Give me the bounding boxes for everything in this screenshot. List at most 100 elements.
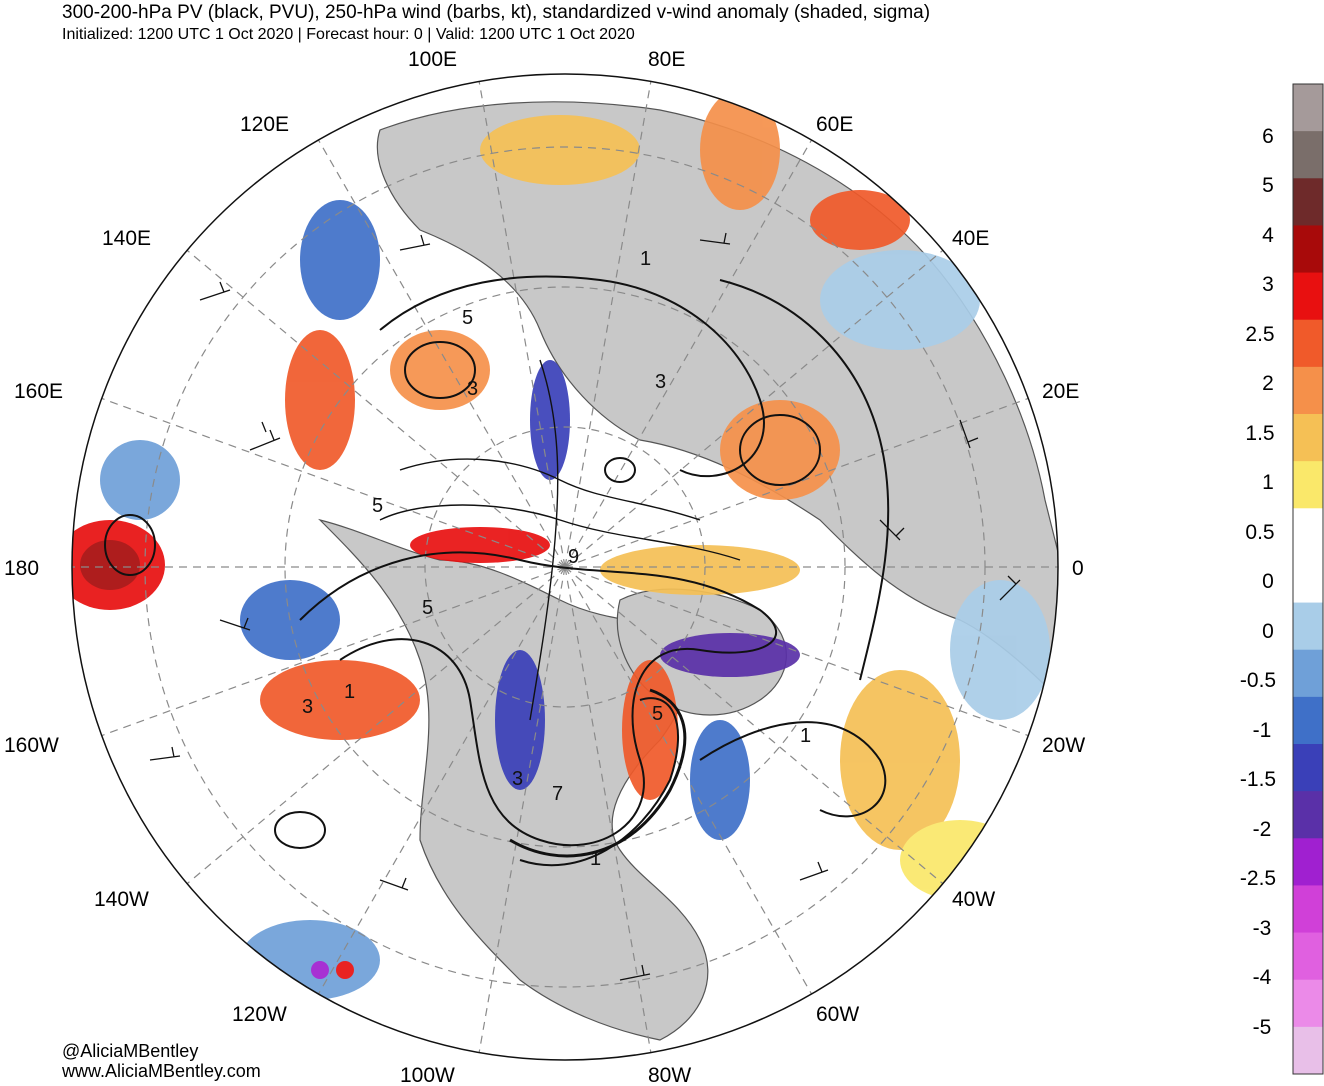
pv-contour <box>529 359 559 721</box>
pv-contour <box>404 341 476 399</box>
colorbar-label: 1 <box>1262 471 1274 494</box>
colorbar-swatch <box>1293 319 1323 368</box>
lon-label-20w: 20W <box>1042 734 1085 757</box>
wind-barb <box>219 617 251 631</box>
wind-barb <box>399 234 431 251</box>
lon-label-20e: 20E <box>1042 380 1079 403</box>
anomaly-blob <box>530 360 570 480</box>
anomaly-blob <box>240 920 380 1000</box>
colorbar-swatch <box>1293 602 1323 651</box>
colorbar-swatch <box>1293 838 1323 886</box>
pv-label: 7 <box>552 783 563 805</box>
colorbar-label: 2 <box>1262 372 1274 395</box>
wind-barb <box>149 746 181 761</box>
pv-contour <box>274 811 326 849</box>
colorbar-swatch <box>1293 1026 1323 1075</box>
wind-barbs <box>149 232 1021 981</box>
pv-label: 3 <box>512 768 523 790</box>
pv-contour <box>509 688 687 858</box>
colorbar-label: -1 <box>1253 719 1272 742</box>
anomaly-blob <box>100 440 180 520</box>
anomaly-blob <box>260 660 420 740</box>
pv-labels: 5 3 3 5 9 5 3 1 5 3 1 7 1 1 <box>302 248 811 870</box>
anomaly-blob <box>950 580 1050 720</box>
anomaly-blob <box>660 633 800 677</box>
wind-barb <box>699 232 731 245</box>
lon-label-60w: 60W <box>816 1003 859 1026</box>
anomaly-blob <box>240 580 340 660</box>
pv-label: 3 <box>655 371 666 393</box>
lon-label-140e: 140E <box>102 227 151 250</box>
colorbar-label: -5 <box>1253 1016 1272 1039</box>
colorbar-swatch <box>1293 696 1323 745</box>
colorbar-label: 1.5 <box>1245 422 1274 445</box>
colorbar-label: -3 <box>1253 917 1272 940</box>
anomaly-blob <box>820 250 980 350</box>
colorbar-swatch <box>1293 178 1323 226</box>
colorbar-label: -1.5 <box>1240 768 1276 791</box>
colorbar-label: -2 <box>1253 818 1272 841</box>
colorbar-label: -0.5 <box>1240 669 1276 692</box>
pv-contour <box>719 279 890 681</box>
pv-label: 9 <box>568 546 579 568</box>
longitude-labels: 100E 80E 120E 60E 140E 40E 160E 20E 180 … <box>4 48 1085 1086</box>
anomaly-blob <box>285 330 355 470</box>
credit-website[interactable]: www.AliciaMBentley.com <box>62 1061 261 1081</box>
colorbar-labels: 6 5 4 3 2.5 2 1.5 1 0.5 0 0 -0.5 -1 -1.5… <box>1240 125 1276 1039</box>
lon-label-140w: 140W <box>94 888 149 911</box>
anomaly-blob <box>336 961 354 979</box>
lon-label-40w: 40W <box>952 888 995 911</box>
lon-label-120w: 120W <box>232 1003 287 1026</box>
anomaly-blob <box>700 90 780 210</box>
map-border <box>71 73 1059 1061</box>
anomaly-blob <box>410 527 550 563</box>
anomaly-blob <box>495 650 545 790</box>
colorbar-swatch <box>1293 979 1323 1028</box>
lon-label-160e: 160E <box>14 380 63 403</box>
pv-contour <box>699 721 887 818</box>
colorbar-label: -2.5 <box>1240 867 1276 890</box>
colorbar-swatch <box>1293 508 1323 556</box>
colorbar-swatch <box>1293 791 1323 839</box>
pv-contour <box>299 551 777 847</box>
pv-contour <box>104 514 156 576</box>
credit-twitter: @AliciaMBentley <box>62 1041 199 1061</box>
anomaly-blob <box>480 115 640 185</box>
lon-label-100w: 100W <box>400 1064 455 1086</box>
colorbar-swatch <box>1293 744 1323 792</box>
lon-label-0: 0 <box>1072 557 1084 580</box>
anomaly-blob <box>600 545 800 595</box>
colorbar-swatch <box>1293 414 1323 462</box>
wind-barb <box>249 421 281 451</box>
pv-label: 1 <box>590 848 601 870</box>
anomaly-blob <box>311 961 329 979</box>
wind-barb <box>199 281 231 301</box>
colorbar: 6 5 4 3 2.5 2 1.5 1 0.5 0 0 -0.5 -1 -1.5… <box>1240 83 1324 1075</box>
pv-label: 5 <box>462 307 473 329</box>
colorbar-label: -4 <box>1253 966 1272 989</box>
wind-barb <box>879 519 905 541</box>
anomaly-blob <box>300 200 380 320</box>
pv-contours <box>104 275 890 867</box>
colorbar-label: 3 <box>1262 273 1274 296</box>
anomaly-blob <box>720 400 840 500</box>
colorbar-label: 0.5 <box>1245 521 1274 544</box>
chart-title: 300-200-hPa PV (black, PVU), 250-hPa win… <box>62 2 931 23</box>
colorbar-swatch <box>1293 272 1323 321</box>
pv-contour <box>399 458 701 521</box>
lon-label-100e: 100E <box>408 48 457 71</box>
lon-label-40e: 40E <box>952 227 989 250</box>
map-disk: 5 3 3 5 9 5 3 1 5 3 1 7 1 1 <box>72 74 1058 1060</box>
lon-label-80e: 80E <box>648 48 685 71</box>
pv-label: 3 <box>302 696 313 718</box>
pv-contour <box>379 504 741 561</box>
colorbar-swatch <box>1293 225 1323 274</box>
colorbar-swatch <box>1293 885 1323 934</box>
pv-label: 1 <box>344 681 355 703</box>
anomaly-blob <box>80 540 140 590</box>
lon-label-60e: 60E <box>816 113 853 136</box>
lon-label-80w: 80W <box>648 1064 691 1086</box>
chart-subtitle: Initialized: 1200 UTC 1 Oct 2020 | Forec… <box>62 26 635 43</box>
wind-barb <box>959 419 979 449</box>
